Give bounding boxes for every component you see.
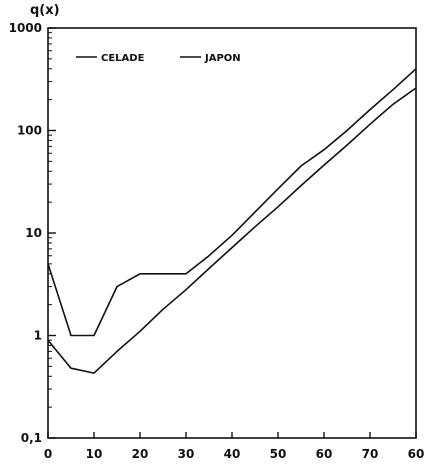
legend: CELADE JAPON [76, 53, 241, 64]
y-tick-label: 100 [17, 124, 42, 138]
x-axis-ticks: 0 10 20 30 40 50 60 70 60 [44, 432, 425, 461]
series-layer [47, 68, 417, 374]
x-tick-label: 60 [408, 447, 425, 461]
y-axis-ticks: 0,1 1 10 100 1000 [9, 21, 56, 445]
x-tick-label: 60 [316, 447, 333, 461]
legend-label-celade: CELADE [101, 53, 145, 64]
x-tick-label: 20 [132, 447, 149, 461]
y-tick-label: 1 [34, 329, 42, 343]
x-tick-label: 10 [86, 447, 103, 461]
x-tick-label: 40 [224, 447, 241, 461]
plot-area [47, 27, 417, 439]
x-tick-label: 30 [178, 447, 195, 461]
x-tick-label: 50 [270, 447, 287, 461]
y-tick-label: 0,1 [21, 431, 42, 445]
x-tick-label: 70 [362, 447, 379, 461]
legend-label-japon: JAPON [204, 53, 241, 64]
y-tick-label: 1000 [9, 21, 42, 35]
y-axis-title: q(x) [30, 3, 60, 18]
y-tick-label: 10 [25, 226, 42, 240]
x-tick-label: 0 [44, 447, 52, 461]
series-line-celade [47, 87, 417, 374]
series-line-japon [47, 68, 417, 337]
